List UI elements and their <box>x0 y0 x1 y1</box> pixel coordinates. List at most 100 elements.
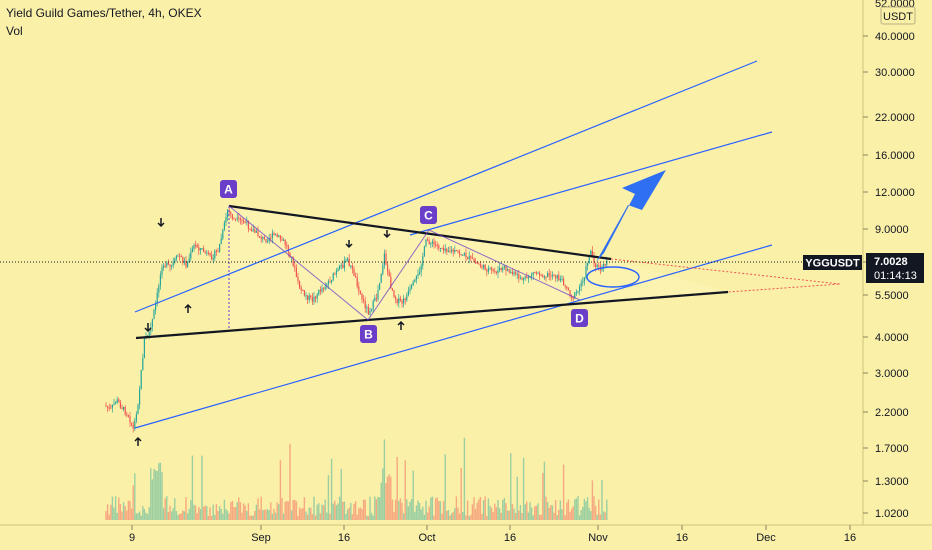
candle-body <box>476 262 478 264</box>
candle-body <box>127 415 129 417</box>
volume-bar <box>198 507 200 520</box>
volume-bar <box>151 479 154 520</box>
volume-bar <box>514 513 517 520</box>
candle-body <box>299 281 301 288</box>
volume-bar <box>406 499 408 520</box>
volume-bar <box>548 507 550 520</box>
candle-body <box>523 277 525 280</box>
candle-body <box>558 275 560 281</box>
candle-body <box>302 289 304 291</box>
volume-bar <box>153 468 155 520</box>
candle-body <box>390 276 392 289</box>
volume-bar <box>199 509 202 520</box>
price-axis-label: 4.0000 <box>875 332 909 344</box>
volume-bar <box>186 513 189 520</box>
volume-bar <box>367 515 370 520</box>
candle-body <box>257 231 259 237</box>
candle-body <box>137 404 139 415</box>
volume-bar <box>231 500 234 520</box>
candle-body <box>283 239 285 241</box>
candle-body <box>199 248 201 251</box>
candle-body <box>564 285 566 287</box>
candle-body <box>233 218 235 220</box>
candle-body <box>348 258 350 267</box>
candles <box>105 207 608 433</box>
volume-bar <box>138 511 141 520</box>
volume-bar <box>255 504 258 520</box>
volume-bar <box>478 499 480 520</box>
candle-body <box>174 258 176 263</box>
volume-bar <box>350 502 352 520</box>
candle-body <box>263 237 265 240</box>
candle-body <box>310 295 312 298</box>
candle-body <box>502 267 504 270</box>
candle-body <box>262 237 264 239</box>
candle-body <box>531 274 533 277</box>
candle-body <box>359 291 361 294</box>
candle-body <box>438 245 440 249</box>
point-b-badge <box>360 325 377 343</box>
volume-bar <box>503 497 506 520</box>
candle-body <box>196 245 198 248</box>
volume-bar <box>228 513 230 520</box>
price-axis-label: 30.0000 <box>875 67 915 79</box>
candle-body <box>143 338 145 358</box>
volume-bar <box>260 496 262 520</box>
candle-body <box>179 255 181 257</box>
volume-bar <box>585 501 587 520</box>
volume-bar <box>553 512 555 520</box>
candle-body <box>467 257 469 260</box>
volume-bar <box>569 511 571 520</box>
volume-bar <box>526 501 528 520</box>
volume-bar <box>545 496 547 520</box>
volume-bar <box>372 515 374 520</box>
volume-bar <box>284 501 286 520</box>
candle-body <box>155 303 157 311</box>
volume-bar <box>505 503 507 520</box>
candle-body <box>126 413 128 416</box>
candle-body <box>497 269 499 274</box>
candle-body <box>471 257 473 259</box>
candle-body <box>332 273 334 280</box>
volume-bar <box>591 480 594 520</box>
volume-bar <box>574 499 576 520</box>
volume-bar <box>234 507 237 520</box>
volume-bar <box>457 507 459 520</box>
candle-body <box>518 274 520 279</box>
volume-bar <box>207 515 210 520</box>
volume-bar <box>183 511 186 520</box>
candle-body <box>278 235 280 237</box>
currency-badge[interactable] <box>880 6 916 25</box>
candle-body <box>297 276 299 282</box>
volume-bar <box>455 496 458 520</box>
candle-body <box>401 300 403 304</box>
volume-bar <box>202 506 205 520</box>
candle-body <box>244 222 246 224</box>
time-axis-label: 16 <box>338 532 350 544</box>
volume-bar <box>185 497 187 520</box>
candle-body <box>587 263 589 266</box>
candle-body <box>177 255 179 257</box>
candle-body <box>339 265 341 269</box>
volume-bar <box>510 453 512 520</box>
volume-bar <box>596 514 598 520</box>
volume-bar <box>302 508 304 520</box>
candle-body <box>486 270 488 272</box>
volume-bar <box>142 506 144 520</box>
volume-bar <box>209 507 211 520</box>
candle-body <box>153 310 155 320</box>
candle-body <box>423 246 425 257</box>
volume-bar <box>310 507 312 520</box>
time-axis-label: 16 <box>844 532 856 544</box>
candle-body <box>579 286 581 291</box>
candle-body <box>217 251 219 253</box>
volume-bar <box>321 504 323 520</box>
candle-body <box>556 275 558 279</box>
volume-bar <box>486 515 488 520</box>
volume-bars <box>105 437 608 520</box>
volume-bar <box>143 508 146 520</box>
volume-bar <box>414 512 416 520</box>
candle-body <box>398 298 400 304</box>
candle-body <box>451 249 453 251</box>
